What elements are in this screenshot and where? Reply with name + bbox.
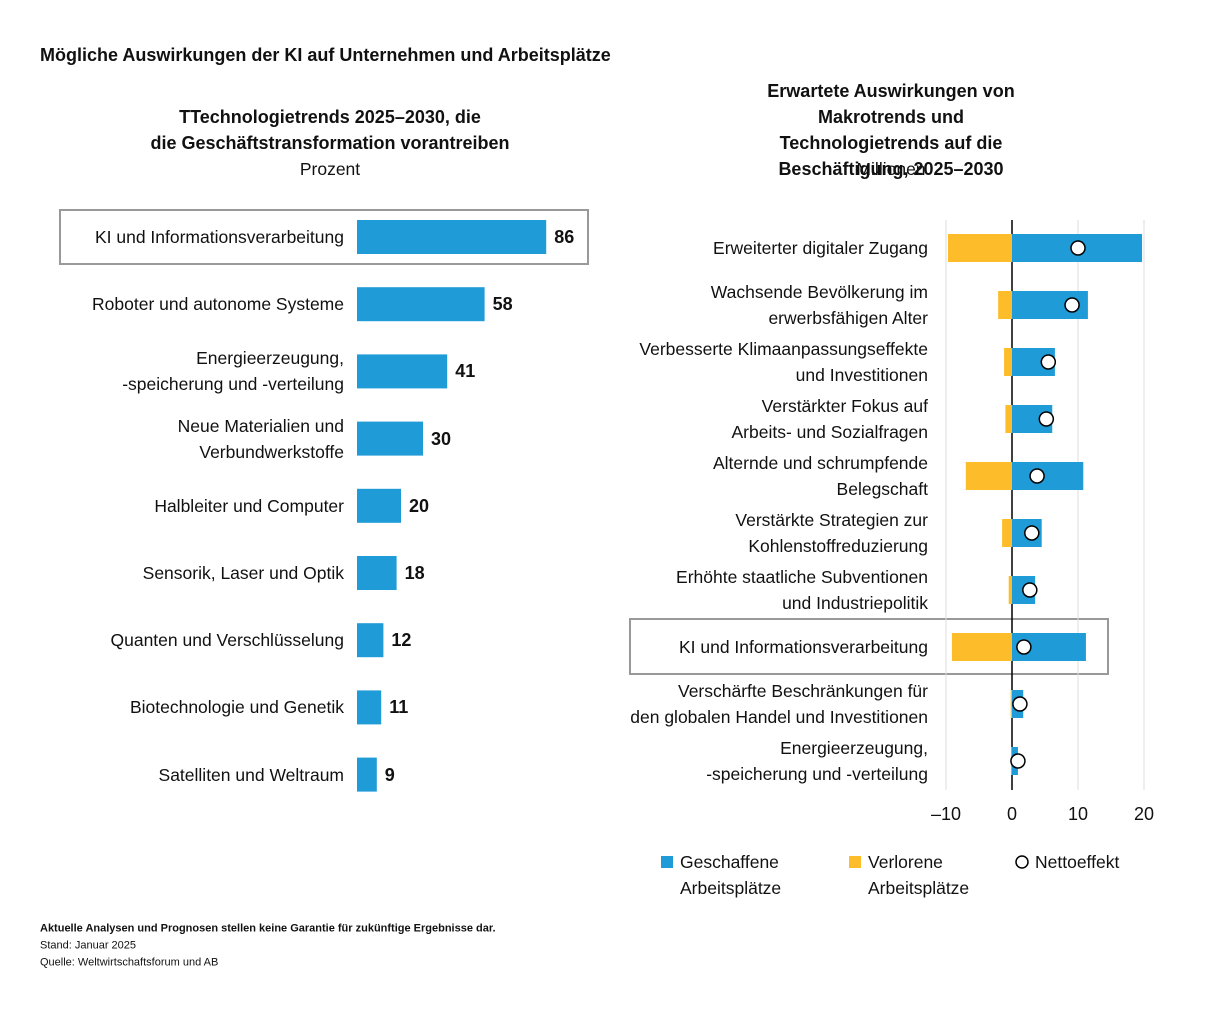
bar [1004,348,1012,376]
bar [357,421,423,456]
net-marker [1022,582,1038,598]
value-label: 12 [391,630,412,651]
value-label: 41 [455,361,476,382]
bar [357,287,485,322]
legend-label: Geschaffene Arbeitsplätze [680,852,782,898]
bar [357,354,448,389]
category-label: Energieerzeugung, -speicherung und -vert… [122,348,344,395]
category-label: Halbleiter und Computer [154,495,344,516]
net-marker [1040,354,1057,370]
net-marker [1024,525,1040,541]
legend-marker [849,856,861,868]
category-label: Sensorik, Laser und Optik [142,563,344,583]
highlight-box [59,209,589,265]
net-marker [1029,468,1045,484]
value-label: 86 [554,227,575,247]
value-label: 30 [431,428,452,449]
net-marker [1010,753,1026,769]
page-title: Mögliche Auswirkungen der KI auf Unterne… [40,45,611,65]
category-label: Verstärkter Fokus auf Arbeits- und Sozia… [731,396,929,442]
chart-title: TTechnologietrends 2025–2030, die die Ge… [150,107,510,153]
value-label: 20 [409,495,430,516]
category-label: Verstärkte Strategien zur Kohlenstoffred… [735,510,928,556]
net-marker [1070,240,1086,256]
legend-label: Verlorene Arbeitsplätze [868,852,970,898]
net-marker [1038,411,1055,427]
category-label: Erweiterter digitaler Zugang [713,238,928,258]
value-label: 9 [384,764,395,785]
category-label: Biotechnologie und Genetik [129,697,344,718]
bar [1012,462,1084,490]
value-label: 58 [492,294,513,315]
footnote: Stand: Januar 2025 [40,939,137,952]
net-marker [1064,297,1080,313]
chart-subtitle: Millionen [856,159,926,179]
x-tick-label: 10 [1067,804,1089,824]
x-tick-label: –10 [930,804,962,824]
bar [357,488,401,523]
category-label: Erhöhte staatliche Subventionen und Indu… [676,567,928,613]
bar [357,690,382,725]
bar [357,556,397,590]
bar [951,633,1012,661]
bar [947,234,1012,262]
bar [357,220,547,254]
x-tick-label: 20 [1133,804,1155,824]
highlight-box [629,618,1109,675]
footnote: Quelle: Weltwirtschaftsforum und AB [40,956,219,969]
bar [1002,519,1012,547]
value-label: 18 [404,563,425,583]
net-marker [1012,696,1028,712]
category-label: Energieerzeugung, -speicherung und -vert… [706,738,928,784]
category-label: Satelliten und Weltraum [158,764,344,785]
legend-label: Nettoeffekt [1035,852,1120,872]
bar [357,757,377,792]
category-label: KI und Informationsverarbeitung [678,637,928,657]
category-label: Roboter und autonome Systeme [92,294,344,315]
category-label: KI und Informationsverarbeitung [94,227,344,247]
bar [1005,405,1012,433]
net-marker [1016,639,1032,655]
legend-marker [1015,855,1029,869]
footnote: Aktuelle Analysen und Prognosen stellen … [40,922,496,935]
legend-marker [661,856,673,868]
bar [965,462,1012,490]
bar [357,623,384,658]
chart-subtitle: Prozent [299,159,361,179]
category-label: Verschärfte Beschränkungen für den globa… [630,681,928,727]
value-label: 11 [389,697,409,718]
bar [1010,690,1012,718]
bar [1008,576,1012,604]
x-tick-label: 0 [1006,804,1018,824]
chart-title: Erwartete Auswirkungen von Makrotrends u… [767,81,1015,179]
category-label: Alternde und schrumpfende Belegschaft [713,453,928,499]
category-label: Wachsende Bevölkerung im erwerbsfähigen … [710,282,928,328]
bar [998,291,1012,319]
category-label: Verbesserte Klimaanpassungseffekte und I… [639,339,928,385]
category-label: Quanten und Verschlüsselung [110,630,345,651]
category-label: Neue Materialien und Verbundwerkstoffe [177,415,344,462]
